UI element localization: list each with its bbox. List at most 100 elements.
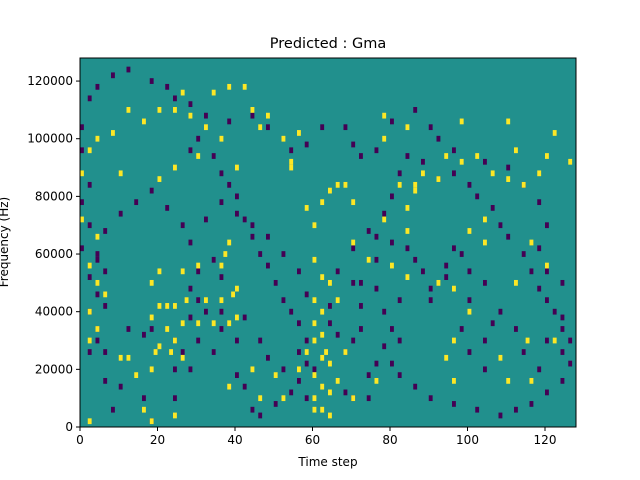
heatmap-cell-high bbox=[452, 337, 456, 344]
x-tick-label: 0 bbox=[76, 433, 84, 447]
heatmap-cell-high bbox=[366, 256, 371, 263]
heatmap-cell-low bbox=[545, 268, 549, 275]
heatmap-cell-low bbox=[351, 141, 356, 148]
heatmap-cell-high bbox=[95, 326, 100, 332]
heatmap-cell-low bbox=[444, 274, 449, 280]
heatmap-cell-high bbox=[444, 153, 449, 159]
heatmap-cell-high bbox=[343, 349, 348, 355]
heatmap-cell-high bbox=[258, 124, 263, 131]
heatmap-cell-low bbox=[397, 337, 402, 344]
heatmap-cell-high bbox=[219, 262, 224, 269]
heatmap-cell-high bbox=[304, 349, 309, 355]
heatmap-cell-high bbox=[149, 418, 154, 425]
heatmap-cell-low bbox=[266, 124, 270, 131]
heatmap-cell-high bbox=[537, 170, 542, 177]
heatmap-cell-high bbox=[87, 337, 92, 344]
heatmap-cell-high bbox=[506, 176, 511, 182]
heatmap-cell-low bbox=[374, 147, 379, 154]
heatmap-cell-low bbox=[560, 377, 565, 384]
heatmap-cell-low bbox=[297, 320, 301, 327]
heatmap-cell-low bbox=[250, 222, 255, 229]
heatmap-cell-low bbox=[297, 377, 301, 384]
heatmap-cell-low bbox=[413, 107, 418, 113]
heatmap-cell-high bbox=[335, 181, 340, 188]
heatmap-cell-high bbox=[483, 239, 487, 246]
heatmap-cell-low bbox=[196, 297, 201, 304]
heatmap-cell-low bbox=[382, 343, 387, 350]
heatmap-cell-high bbox=[374, 377, 379, 384]
heatmap-cell-low bbox=[211, 153, 216, 159]
heatmap-cell-high bbox=[95, 135, 100, 142]
heatmap-cell-low bbox=[490, 205, 495, 211]
heatmap-cell-high bbox=[111, 130, 115, 136]
heatmap-cell-high bbox=[343, 181, 348, 188]
heatmap-cell-low bbox=[428, 124, 433, 131]
heatmap-cell-high bbox=[320, 383, 325, 390]
heatmap-cell-low bbox=[475, 406, 480, 413]
heatmap-cell-high bbox=[498, 354, 503, 361]
heatmap-cell-low bbox=[390, 239, 394, 246]
heatmap-cell-high bbox=[157, 176, 162, 182]
heatmap-cell-high bbox=[219, 135, 224, 142]
heatmap-cell-low bbox=[196, 337, 201, 344]
heatmap-cell-low bbox=[366, 395, 371, 402]
heatmap-cell-high bbox=[173, 412, 177, 419]
heatmap-cell-low bbox=[335, 268, 340, 275]
plot-area bbox=[79, 57, 577, 428]
heatmap-cell-high bbox=[157, 268, 162, 275]
heatmap-cell-low bbox=[242, 383, 247, 390]
heatmap-cell-low bbox=[320, 124, 325, 131]
y-tick-label: 120000 bbox=[27, 74, 73, 88]
heatmap-cell-low bbox=[304, 360, 309, 367]
heatmap-cell-high bbox=[459, 118, 464, 125]
heatmap-cell-low bbox=[204, 112, 208, 119]
heatmap-cell-high bbox=[390, 262, 394, 269]
heatmap-cell-low bbox=[219, 326, 224, 332]
heatmap-cell-high bbox=[227, 83, 232, 90]
heatmap-cell-high bbox=[335, 377, 340, 384]
heatmap-cell-high bbox=[506, 377, 511, 384]
heatmap-cell-high bbox=[157, 303, 162, 309]
heatmap-cell-low bbox=[211, 256, 216, 263]
x-tick-label: 120 bbox=[534, 433, 557, 447]
heatmap-cell-high bbox=[490, 170, 495, 177]
heatmap-cell-low bbox=[289, 147, 294, 154]
heatmap-cell-low bbox=[521, 349, 526, 355]
heatmap-cell-high bbox=[126, 107, 131, 113]
heatmap-cell-high bbox=[118, 170, 123, 177]
heatmap-cell-high bbox=[529, 377, 534, 384]
heatmap-cell-low bbox=[196, 268, 201, 275]
heatmap-cell-high bbox=[304, 205, 309, 211]
heatmap-cell-high bbox=[250, 366, 255, 373]
heatmap-cell-high bbox=[436, 279, 441, 286]
heatmap-cell-high bbox=[87, 308, 92, 315]
y-axis: 0 20000 40000 60000 80000 100000 120000 bbox=[27, 74, 80, 434]
heatmap-cell-high bbox=[258, 395, 263, 402]
heatmap-cell-low bbox=[467, 268, 472, 275]
heatmap-cell-low bbox=[165, 83, 170, 90]
heatmap-cell-low bbox=[397, 170, 402, 177]
heatmap-cell-low bbox=[289, 389, 294, 396]
heatmap-cell-low bbox=[374, 285, 379, 292]
heatmap-cell-low bbox=[359, 326, 363, 332]
heatmap-cell-high bbox=[436, 176, 441, 182]
heatmap-cell-high bbox=[250, 107, 255, 113]
heatmap-cell-high bbox=[312, 395, 317, 402]
heatmap-cell-low bbox=[343, 389, 348, 396]
heatmap-cell-low bbox=[545, 337, 549, 344]
heatmap-cell-low bbox=[281, 297, 286, 304]
heatmap-cell-high bbox=[421, 170, 425, 177]
heatmap-cell-high bbox=[506, 118, 511, 125]
heatmap-cell-low bbox=[149, 326, 154, 332]
heatmap-cell-high bbox=[289, 164, 294, 171]
heatmap-cell-high bbox=[242, 83, 247, 90]
heatmap-cell-high bbox=[475, 153, 480, 159]
heatmap-cell-low bbox=[289, 308, 294, 315]
heatmap-cell-low bbox=[250, 406, 255, 413]
y-tick-label: 20000 bbox=[35, 362, 73, 376]
heatmap-cell-low bbox=[498, 308, 503, 315]
heatmap-cell-high bbox=[227, 320, 232, 327]
heatmap-cell-high bbox=[149, 366, 154, 373]
heatmap-cell-low bbox=[304, 291, 309, 298]
heatmap-cell-low bbox=[219, 170, 224, 177]
